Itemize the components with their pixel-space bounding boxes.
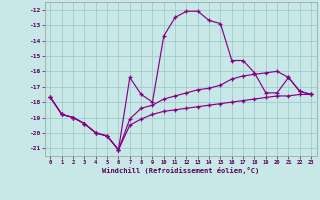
- X-axis label: Windchill (Refroidissement éolien,°C): Windchill (Refroidissement éolien,°C): [102, 167, 260, 174]
